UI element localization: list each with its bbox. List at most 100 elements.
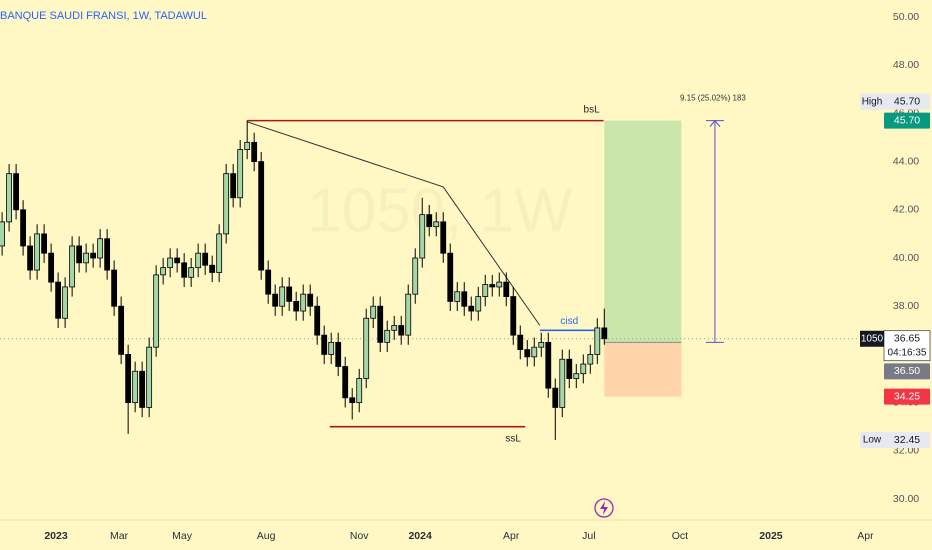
candle-body [293,300,300,312]
candle-body [391,325,398,331]
target-zone [604,120,682,343]
candle-body [496,281,503,288]
icon-bolt[interactable] [600,501,608,515]
candle-body [41,233,48,254]
line-label: ssL [505,433,521,444]
candle-body [272,293,279,307]
candle-body [34,233,41,271]
candle-body [153,274,160,348]
y-tick-label: 50.00 [893,11,919,23]
target-tag-box [884,112,930,129]
chart-title: BANQUE SAUDI FRANSI, 1W, TADAWUL [0,10,207,22]
candle-body [160,267,167,276]
candle-body [279,286,286,307]
candle-body [517,334,524,350]
candle-body [349,397,356,404]
x-tick-label: Apr [503,530,520,542]
candle-body [405,293,412,336]
countdown: 04:16:35 [888,347,927,358]
x-tick-label: Mar [110,530,129,542]
stop-tag: 34.25 [894,390,920,402]
measure-arrowhead [709,119,721,127]
candle-body [356,378,363,404]
candle-body [489,284,496,288]
candle-body [587,354,594,365]
x-tick-label: 2024 [408,530,432,542]
candle-body [377,305,384,343]
y-tick-label: 42.00 [893,204,919,216]
y-tick-label: 44.00 [893,155,919,167]
candle-body [118,305,125,355]
candle-body [139,370,146,408]
candle-body [55,281,62,319]
candle-body [265,269,272,295]
candle-body [13,173,20,211]
candle-body [230,173,237,199]
stop-zone [604,342,682,397]
candle-body [223,173,230,235]
symbol-box [860,330,884,347]
candle-body [6,173,13,223]
replay-icon[interactable] [594,498,614,518]
candle-body [216,233,223,273]
candle-body [48,252,55,283]
x-tick-label: Aug [257,530,276,542]
candle-body [125,354,132,404]
high-name-box [860,93,884,110]
watermark: 1050, 1W [307,176,573,245]
candle-body [566,358,573,379]
candle-body [251,141,258,163]
high-name: High [862,96,883,107]
candle-body [573,373,580,379]
x-tick-label: 2025 [759,530,783,542]
candle-body [62,286,69,319]
candle-body [482,284,489,297]
candle-body [552,387,559,408]
candle-body [468,305,475,312]
candle-body [69,245,76,288]
candle-body [104,238,111,271]
line-label: bsL [584,104,601,115]
x-tick-label: Apr [857,530,874,542]
candle-body [167,257,174,269]
candle-body [83,252,90,264]
candle-body [300,293,307,312]
candle-body [328,341,335,355]
candle-body [524,349,531,358]
candle-body [342,366,349,399]
low-value: 32.45 [894,434,920,446]
candle-body [580,363,587,375]
y-tick-label: 48.00 [893,59,919,71]
candle-body [237,149,244,199]
candle-body [594,327,601,355]
candle-body [202,252,209,266]
candle-body [286,286,293,302]
candle-body [132,370,139,404]
last-price: 36.65 [894,333,920,345]
candle-body [384,329,391,343]
candle-body [503,281,510,297]
low-name: Low [863,435,882,446]
candle-body [363,317,370,379]
candle-body [433,221,440,228]
candle-body [0,221,6,247]
entry-tag: 36.50 [894,365,920,377]
entry-tag-box [884,363,930,380]
candle-body [426,214,433,228]
candle-body [531,346,538,358]
stop-tag-box [884,388,930,405]
candle-body [174,257,181,264]
candle-body [440,221,447,254]
candle-body [370,305,377,319]
symbol: 1050 [861,333,884,344]
x-tick-label: May [172,530,193,542]
icon-circle[interactable] [594,498,614,518]
low-name-box [860,431,884,448]
candle-body [447,252,454,302]
line-label: cisd [560,316,578,327]
y-tick-label: 30.00 [893,493,919,505]
candle-body [111,269,118,307]
candle-body [419,214,426,259]
